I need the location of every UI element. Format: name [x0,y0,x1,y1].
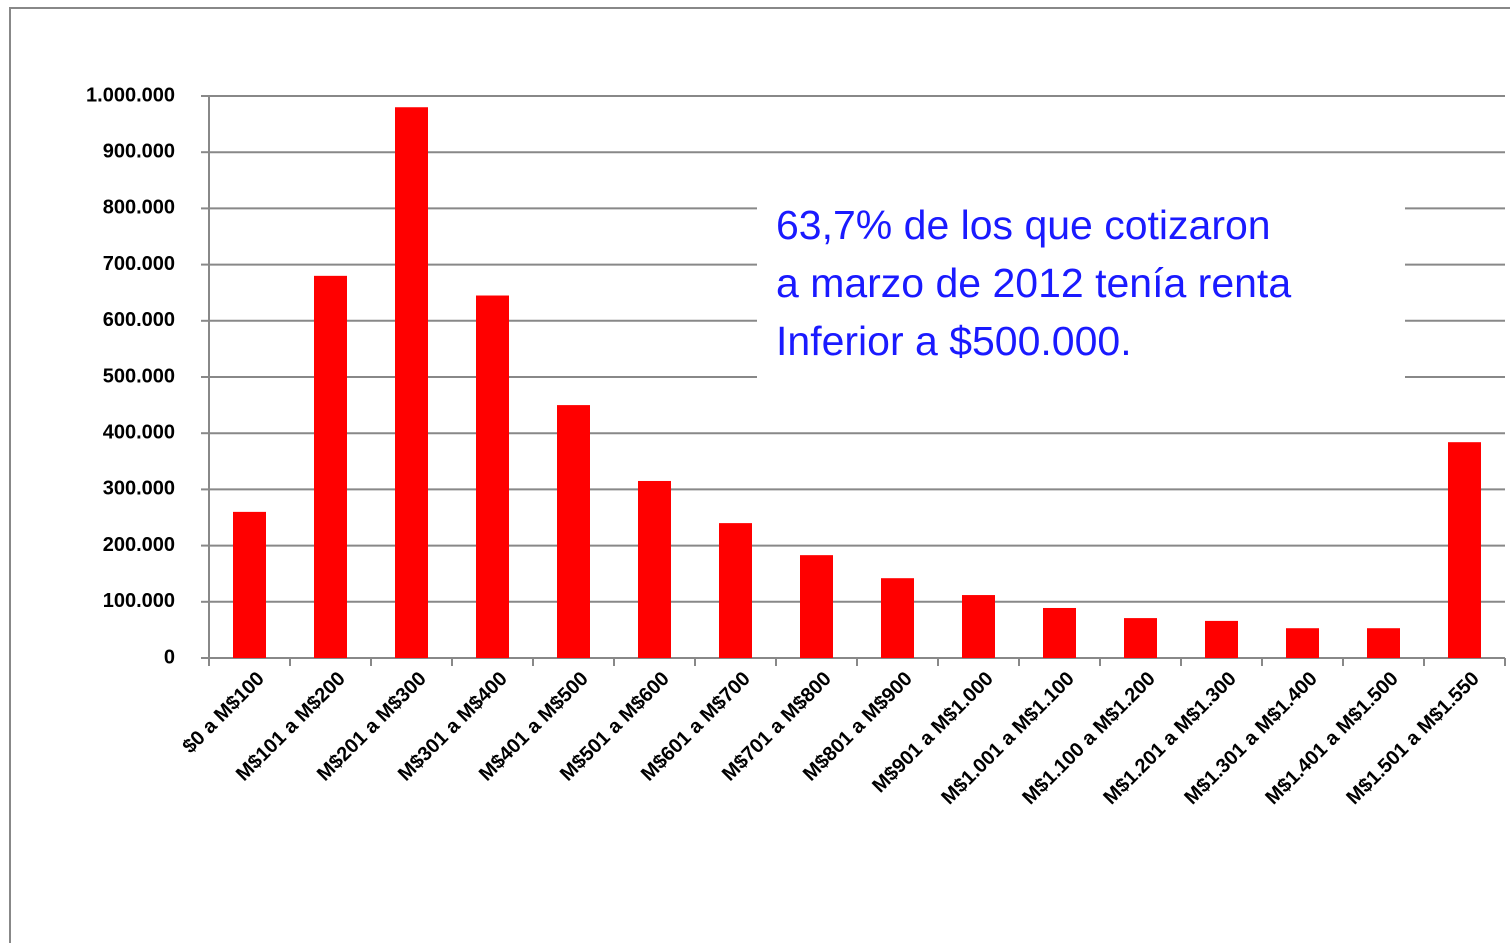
bar [1124,618,1157,658]
bar [881,578,914,658]
y-tick-label: 900.000 [103,140,175,162]
bar [1286,628,1319,658]
bar [314,275,347,658]
annotation: Inferior a $500.000. [776,318,1132,364]
y-tick-label: 1.000.000 [86,84,175,106]
bar [1043,607,1076,658]
bar [1448,442,1481,658]
y-tick-label: 300.000 [103,478,175,500]
y-tick-label: 800.000 [103,197,175,219]
bar [1205,620,1238,658]
bar [962,595,995,658]
y-tick-label: 200.000 [103,534,175,556]
y-tick-label: 100.000 [103,590,175,612]
y-tick-label: 700.000 [103,253,175,275]
bar [557,405,590,658]
annotation: 63,7% de los que cotizaron [776,202,1271,248]
bar [719,523,752,658]
frame [9,7,1510,943]
annotation-box [757,196,1405,378]
bar [1367,628,1400,658]
y-tick-label: 400.000 [103,421,175,443]
annotation: a marzo de 2012 tenía renta [776,260,1291,306]
bar [476,295,509,658]
bar [233,511,266,658]
y-tick-label: 600.000 [103,309,175,331]
bar [395,107,428,659]
y-tick-label: 0 [164,646,175,668]
bar [638,480,671,658]
y-tick-label: 500.000 [103,365,175,387]
bar [800,555,833,658]
